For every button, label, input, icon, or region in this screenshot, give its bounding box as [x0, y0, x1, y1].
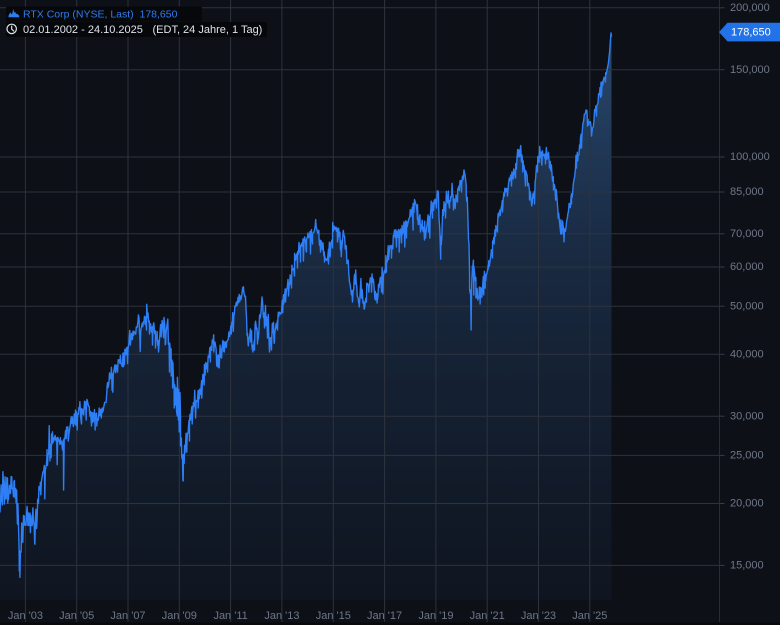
- svg-text:150,000: 150,000: [730, 64, 770, 76]
- svg-text:85,000: 85,000: [730, 186, 764, 198]
- svg-text:200,000: 200,000: [730, 2, 770, 14]
- svg-text:15,000: 15,000: [730, 560, 764, 572]
- svg-text:50,000: 50,000: [730, 300, 764, 312]
- svg-text:Jan '09: Jan '09: [162, 610, 197, 622]
- svg-text:70,000: 70,000: [730, 228, 764, 240]
- svg-text:Jan '19: Jan '19: [418, 610, 453, 622]
- svg-text:Jan '11: Jan '11: [213, 610, 247, 622]
- svg-text:RTX Corp (NYSE, Last): RTX Corp (NYSE, Last): [23, 9, 134, 21]
- svg-text:Jan '25: Jan '25: [572, 610, 607, 622]
- svg-text:Jan '23: Jan '23: [521, 610, 556, 622]
- svg-text:Jan '17: Jan '17: [367, 610, 402, 622]
- svg-text:20,000: 20,000: [730, 498, 764, 510]
- svg-text:178,650: 178,650: [140, 9, 178, 21]
- svg-text:02.01.2002 - 24.10.2025: 02.01.2002 - 24.10.2025: [23, 24, 143, 36]
- svg-text:Jan '21: Jan '21: [470, 610, 505, 622]
- svg-text:60,000: 60,000: [730, 261, 764, 273]
- svg-text:30,000: 30,000: [730, 410, 764, 422]
- svg-text:100,000: 100,000: [730, 151, 770, 163]
- svg-text:Jan '13: Jan '13: [264, 610, 299, 622]
- svg-text:Jan '15: Jan '15: [316, 610, 351, 622]
- svg-text:178,650: 178,650: [731, 27, 771, 39]
- svg-text:Jan '07: Jan '07: [110, 610, 145, 622]
- svg-text:Jan '03: Jan '03: [8, 610, 43, 622]
- svg-text:(EDT, 24 Jahre, 1 Tag): (EDT, 24 Jahre, 1 Tag): [153, 24, 263, 36]
- svg-text:Jan '05: Jan '05: [59, 610, 94, 622]
- svg-text:25,000: 25,000: [730, 450, 764, 462]
- svg-text:40,000: 40,000: [730, 349, 764, 361]
